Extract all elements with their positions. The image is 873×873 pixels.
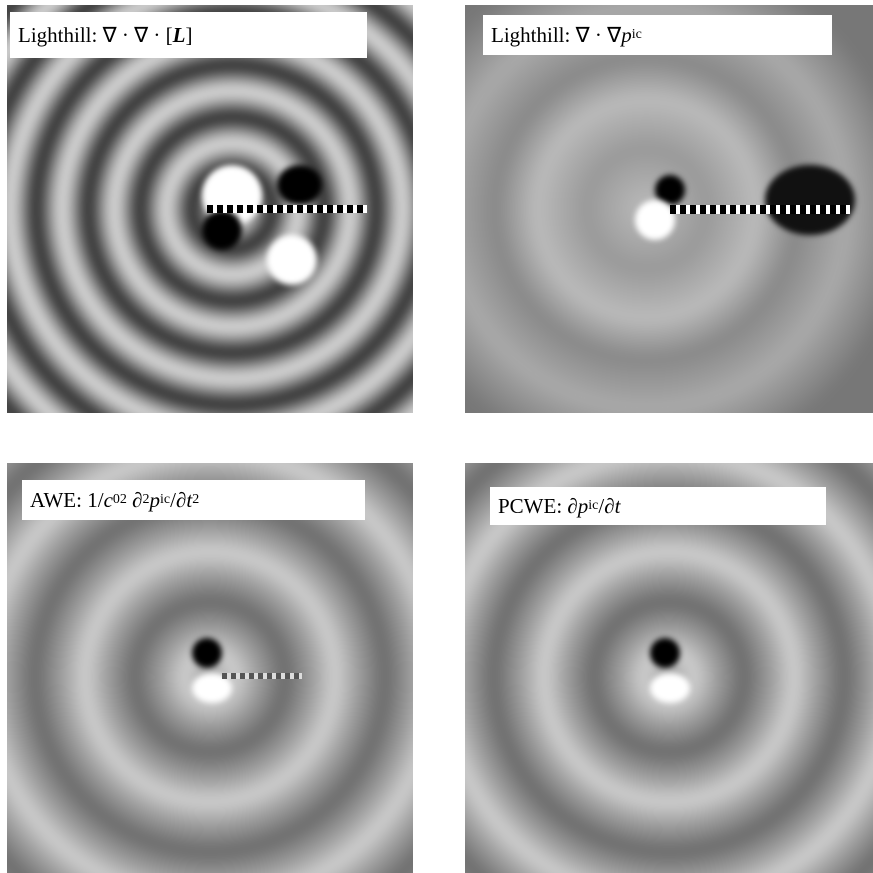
blob — [765, 165, 855, 235]
label-text: /∂ — [598, 496, 614, 517]
label-text: p — [578, 496, 589, 517]
wake — [222, 673, 302, 679]
blob — [277, 165, 322, 205]
figure: Lighthill: ∇ · ∇ · [L] Lighthill: ∇ · ∇p… — [0, 0, 873, 873]
label-text: Lighthill: ∇ · ∇ · [ — [18, 25, 173, 46]
label-text: t — [615, 496, 621, 517]
label-text: c — [104, 490, 113, 511]
label-text: AWE: 1/ — [30, 490, 104, 511]
label-text: PCWE: ∂ — [498, 496, 578, 517]
blob — [635, 200, 675, 240]
label-text: p — [150, 490, 161, 511]
wake — [670, 205, 850, 214]
label-text: p — [621, 25, 632, 46]
label-text: Lighthill: ∇ · ∇ — [491, 25, 621, 46]
blob — [202, 210, 242, 250]
label-text: ] — [186, 25, 193, 46]
wake — [207, 205, 367, 213]
label-text: ∂ — [127, 490, 143, 511]
blob — [267, 235, 317, 285]
field-image — [465, 5, 873, 413]
label-text: /∂ — [170, 490, 186, 511]
field-image — [7, 463, 413, 873]
panel-label: Lighthill: ∇ · ∇ · [L] — [10, 12, 367, 58]
blob — [650, 638, 680, 668]
wave-rings — [7, 463, 413, 873]
blob — [650, 673, 690, 703]
label-text: L — [173, 25, 186, 46]
field-image — [7, 5, 413, 413]
blob — [192, 638, 222, 668]
